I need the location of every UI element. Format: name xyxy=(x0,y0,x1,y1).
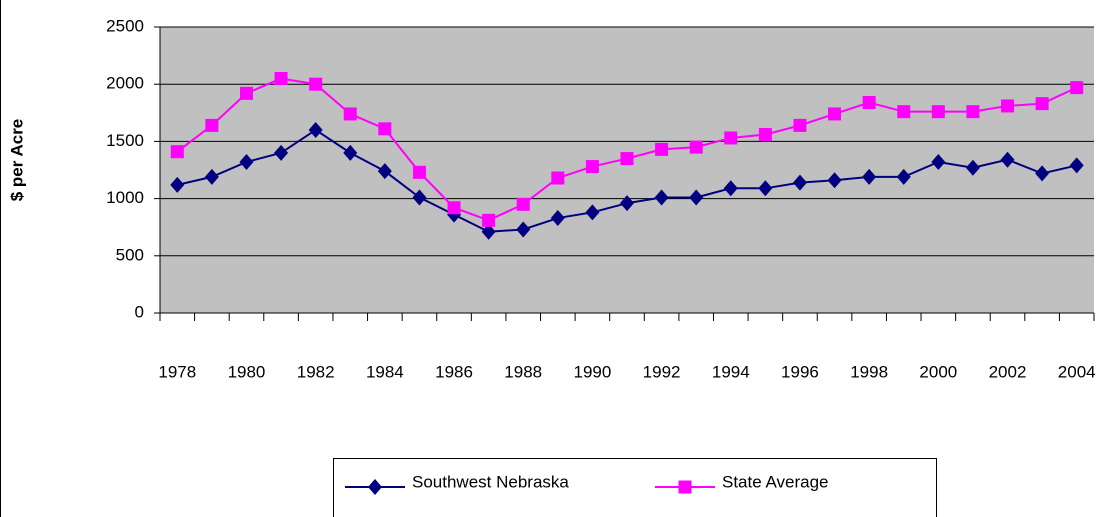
diamond-marker xyxy=(792,174,807,191)
diamond-marker xyxy=(239,153,254,170)
x-tick-label: 2004 xyxy=(1058,362,1096,381)
square-marker xyxy=(966,105,980,119)
x-tick-label: 1996 xyxy=(781,362,819,381)
diamond-marker xyxy=(896,168,911,185)
plot-area xyxy=(160,27,1094,313)
square-marker xyxy=(931,105,945,119)
x-tick-label: 1982 xyxy=(297,362,335,381)
diamond-marker xyxy=(965,159,980,176)
x-tick-label: 1986 xyxy=(435,362,473,381)
square-marker xyxy=(655,142,669,156)
square-marker xyxy=(516,197,530,211)
diamond-marker xyxy=(1035,165,1050,182)
x-tick-label: 1988 xyxy=(504,362,542,381)
diamond-marker xyxy=(481,223,496,240)
square-marker xyxy=(1035,97,1049,111)
square-marker xyxy=(828,107,842,121)
diamond-marker xyxy=(516,221,531,238)
square-marker xyxy=(620,152,634,166)
diamond-marker xyxy=(343,144,358,161)
x-tick-label: 1980 xyxy=(228,362,266,381)
square-marker xyxy=(309,77,323,91)
square-marker xyxy=(482,213,496,227)
x-tick-label: 1978 xyxy=(158,362,196,381)
x-tick-label: 1992 xyxy=(643,362,681,381)
y-tick-label: 1500 xyxy=(106,131,144,150)
square-marker xyxy=(793,118,807,132)
square-marker xyxy=(378,122,392,136)
legend-label: State Average xyxy=(722,472,829,491)
x-tick-label: 1998 xyxy=(850,362,888,381)
square-marker xyxy=(897,105,911,119)
legend-label: Southwest Nebraska xyxy=(412,472,569,491)
diamond-marker xyxy=(170,176,185,193)
diamond-marker xyxy=(723,180,738,197)
x-tick-label: 1994 xyxy=(712,362,750,381)
diamond-marker xyxy=(204,168,219,185)
square-marker xyxy=(585,160,599,174)
y-tick-label: 1000 xyxy=(106,188,144,207)
square-marker xyxy=(678,480,692,494)
diamond-marker xyxy=(274,144,289,161)
diamond-marker xyxy=(368,479,382,495)
diamond-marker xyxy=(758,180,773,197)
diamond-marker xyxy=(1069,157,1084,174)
square-marker xyxy=(724,131,738,145)
x-tick-label: 1984 xyxy=(366,362,404,381)
y-tick-label: 2500 xyxy=(106,16,144,35)
square-marker xyxy=(689,140,703,154)
x-tick-label: 2002 xyxy=(989,362,1027,381)
diamond-marker xyxy=(412,189,427,206)
diamond-marker xyxy=(862,168,877,185)
square-marker xyxy=(239,86,253,100)
x-tick-label: 1990 xyxy=(573,362,611,381)
square-marker xyxy=(205,118,219,132)
diamond-marker xyxy=(931,153,946,170)
diamond-marker xyxy=(1000,151,1015,168)
square-marker xyxy=(551,171,565,185)
diamond-marker xyxy=(689,189,704,206)
diamond-marker xyxy=(827,172,842,189)
diamond-marker xyxy=(654,189,669,206)
square-marker xyxy=(412,165,426,179)
y-tick-label: 500 xyxy=(116,245,144,264)
square-marker xyxy=(170,145,184,159)
square-marker xyxy=(343,107,357,121)
y-tick-label: 2000 xyxy=(106,74,144,93)
square-marker xyxy=(1001,99,1015,113)
diamond-marker xyxy=(308,121,323,138)
diamond-marker xyxy=(585,204,600,221)
diamond-marker xyxy=(620,195,634,212)
square-marker xyxy=(447,201,461,215)
square-marker xyxy=(274,71,288,85)
square-marker xyxy=(862,96,876,110)
y-tick-label: 0 xyxy=(135,302,144,321)
square-marker xyxy=(758,128,772,142)
y-axis-label: $ per Acre xyxy=(7,119,26,202)
diamond-marker xyxy=(377,163,392,180)
square-marker xyxy=(1070,81,1084,95)
x-tick-label: 2000 xyxy=(919,362,957,381)
diamond-marker xyxy=(550,210,565,227)
legend-box xyxy=(333,458,937,517)
